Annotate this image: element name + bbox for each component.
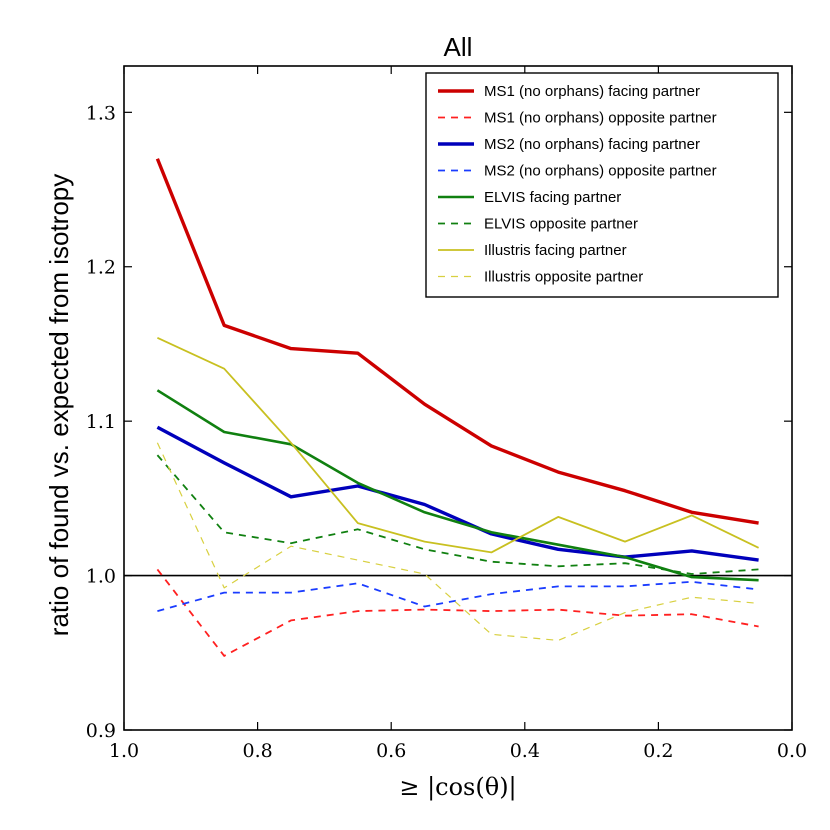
y-tick-label: 1.3 bbox=[86, 102, 116, 124]
y-tick-label: 1.1 bbox=[86, 411, 116, 433]
legend-label-2: MS1 (no orphans) opposite partner bbox=[484, 110, 717, 127]
legend-label-3: MS2 (no orphans) facing partner bbox=[484, 136, 700, 153]
x-tick-label: 0.2 bbox=[643, 740, 673, 762]
x-tick-label: 0.6 bbox=[376, 740, 406, 762]
legend-box bbox=[425, 72, 779, 298]
legend-label-1: MS1 (no orphans) facing partner bbox=[484, 83, 700, 100]
x-tick-label: 0.8 bbox=[242, 740, 272, 762]
series-line-4 bbox=[157, 580, 759, 612]
y-axis-label: ratio of found vs. expected from isotrop… bbox=[44, 174, 74, 636]
legend-label-8: Illustris opposite partner bbox=[484, 269, 643, 286]
legend: MS1 (no orphans) facing partner MS1 (no o… bbox=[425, 72, 779, 298]
axes-frame bbox=[123, 65, 793, 731]
plot-area bbox=[124, 158, 792, 657]
chart-title: All bbox=[444, 32, 473, 62]
legend-label-5: ELVIS facing partner bbox=[484, 189, 621, 206]
x-axis-label: ≥ |cos(θ)| bbox=[399, 773, 516, 802]
series-line-1 bbox=[155, 158, 759, 525]
y-tick-label: 0.9 bbox=[86, 720, 116, 742]
series-line-5 bbox=[156, 389, 759, 582]
y-tick-label: 1.0 bbox=[86, 566, 116, 588]
y-tick-label: 1.2 bbox=[86, 257, 116, 279]
x-tick-label: 1.0 bbox=[109, 740, 139, 762]
series-line-3 bbox=[156, 425, 759, 562]
series-line-6 bbox=[156, 454, 759, 575]
series-line-8 bbox=[156, 442, 759, 642]
legend-label-4: MS2 (no orphans) opposite partner bbox=[484, 163, 717, 180]
x-tick-label: 0.0 bbox=[777, 740, 807, 762]
series-line-2 bbox=[156, 568, 759, 657]
legend-label-6: ELVIS opposite partner bbox=[484, 216, 638, 233]
legend-label-7: Illustris facing partner bbox=[484, 242, 627, 259]
x-tick-label: 0.4 bbox=[510, 740, 540, 762]
series-line-7 bbox=[157, 336, 759, 554]
axes: 1.0 0.8 0.6 0.4 0.2 0.00.91.01.11.21.3 bbox=[86, 65, 807, 762]
